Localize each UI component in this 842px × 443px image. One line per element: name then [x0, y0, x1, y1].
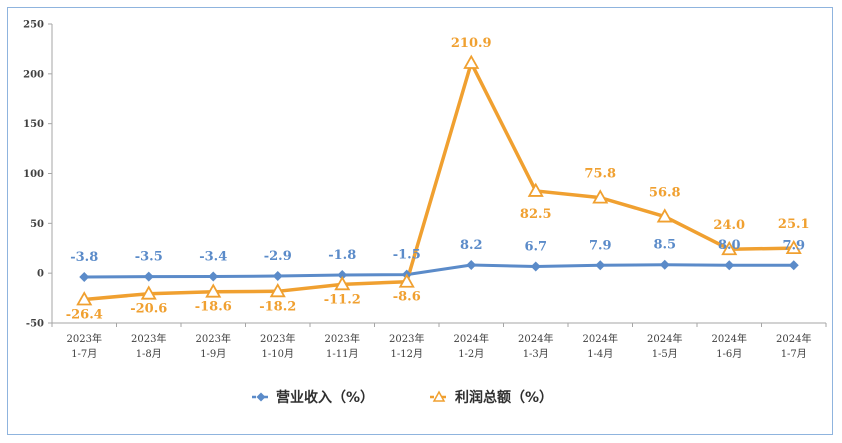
x-tick-label-period: 1-12月 [391, 348, 423, 360]
x-tick-label-period: 1-9月 [200, 348, 226, 360]
revenue-point [79, 271, 90, 282]
y-tick-label: -50 [26, 319, 44, 330]
data-labels: -3.8 -3.5 -3.4 -2.9 -1.8 -1.5 8.2 6.7 7.9 8.5 8.0 7… [66, 36, 810, 323]
profit-point [205, 283, 222, 298]
x-tick-label-period: 1-7月 [71, 348, 97, 360]
x-tick-label-period: 1-6月 [716, 348, 742, 360]
revenue-point [337, 269, 348, 280]
revenue-data-label: 8.2 [460, 238, 483, 253]
x-tick-labels: 2023年 1-7月 2023年 1-8月 2023年 1-9月 2023年 1-10月 202… [51, 323, 827, 360]
profit-point [463, 54, 480, 69]
legend-item-revenue: 营业收入（%） [252, 389, 374, 406]
profit-series-line [84, 61, 794, 302]
x-tick-label-year: 2024年 [454, 332, 489, 345]
profit-data-label: 210.9 [451, 36, 492, 51]
revenue-point [659, 259, 670, 270]
profit-data-label: -18.2 [259, 299, 296, 314]
revenue-point [530, 261, 541, 272]
profit-data-label: -8.6 [393, 290, 421, 305]
x-tick-label-year: 2024年 [647, 332, 682, 345]
profit-point [398, 273, 415, 288]
profit-data-label: 24.0 [713, 218, 745, 233]
series-markers [76, 54, 802, 306]
revenue-data-label: 8.5 [653, 238, 676, 253]
legend-item-profit: 利润总额（%） [430, 389, 553, 406]
revenue-data-label: 8.0 [718, 238, 741, 253]
legend-label-profit: 利润总额（%） [455, 389, 553, 406]
revenue-point [595, 260, 606, 271]
revenue-point [724, 260, 735, 271]
x-tick-label-period: 1-11月 [326, 348, 358, 360]
x-tick-label-period: 1-10月 [262, 348, 294, 360]
revenue-data-label: 7.9 [589, 238, 612, 253]
series-lines [84, 61, 794, 302]
revenue-data-label: -3.5 [135, 250, 163, 265]
x-tick-label-year: 2024年 [776, 332, 811, 345]
diamond-marker-icon [256, 392, 266, 402]
y-tick-label: 200 [23, 69, 44, 80]
x-tick-label-year: 2023年 [131, 332, 166, 345]
x-tick-label-period: 1-7月 [781, 348, 807, 360]
profit-data-label: 56.8 [649, 186, 681, 201]
profit-point [140, 285, 157, 300]
revenue-data-label: -3.4 [199, 250, 227, 265]
x-tick-label-year: 2023年 [260, 332, 295, 345]
revenue-series-line [84, 263, 794, 279]
profit-data-label: -20.6 [130, 302, 167, 317]
x-tick-label-period: 1-4月 [587, 348, 613, 360]
x-tick-label-year: 2023年 [325, 332, 360, 345]
profit-point [721, 240, 738, 256]
revenue-point [208, 271, 219, 282]
revenue-point [272, 271, 283, 282]
profit-data-label: 82.5 [520, 207, 552, 222]
x-tick-label-year: 2023年 [389, 332, 424, 345]
revenue-point [466, 259, 477, 270]
x-tick-label-period: 1-3月 [523, 348, 549, 360]
profit-point [785, 239, 802, 255]
x-tick-label-period: 1-8月 [136, 348, 162, 360]
revenue-point [143, 271, 154, 282]
x-tick-label-year: 2024年 [518, 332, 553, 345]
profit-point [656, 208, 673, 223]
revenue-point [788, 260, 799, 271]
profit-data-label: -11.2 [324, 292, 361, 307]
profit-point [76, 291, 93, 306]
legend-label-revenue: 营业收入（%） [276, 389, 374, 406]
revenue-data-label: -3.8 [70, 250, 98, 265]
revenue-data-label: -1.5 [393, 248, 421, 263]
profit-data-label: -26.4 [66, 307, 103, 322]
x-tick-label-year: 2024年 [712, 332, 747, 345]
profit-data-label: -18.6 [195, 300, 232, 315]
x-tick-label-year: 2023年 [196, 332, 231, 345]
revenue-data-label: 7.9 [782, 238, 805, 253]
revenue-data-label: 6.7 [524, 239, 547, 254]
profit-point [334, 276, 351, 291]
x-tick-label-year: 2024年 [583, 332, 618, 345]
revenue-data-label: -1.8 [328, 248, 356, 263]
revenue-data-label: -2.9 [264, 249, 292, 264]
chart-frame: 250 200 150 100 50 0 -50 2023年 1-7月 2023年 1-8月 202… [7, 7, 833, 435]
y-tick-label: 100 [23, 169, 44, 180]
y-tick-label: 150 [23, 119, 44, 130]
profit-point [269, 282, 286, 298]
triangle-marker-icon [432, 390, 446, 402]
y-tick-label: 50 [30, 219, 44, 230]
profit-point [592, 189, 609, 204]
x-tick-label-period: 1-5月 [652, 348, 678, 360]
x-tick-label-year: 2023年 [67, 332, 102, 345]
profit-point [527, 182, 544, 197]
y-tick-label: 250 [23, 20, 44, 31]
y-tick-label: 0 [37, 269, 44, 280]
x-tick-label-period: 1-2月 [458, 348, 484, 360]
legend: 营业收入（%） 利润总额（%） [252, 389, 553, 406]
profit-data-label: 25.1 [778, 217, 810, 232]
profit-data-label: 75.8 [584, 167, 616, 182]
y-tick-labels: 250 200 150 100 50 0 -50 [23, 20, 52, 330]
